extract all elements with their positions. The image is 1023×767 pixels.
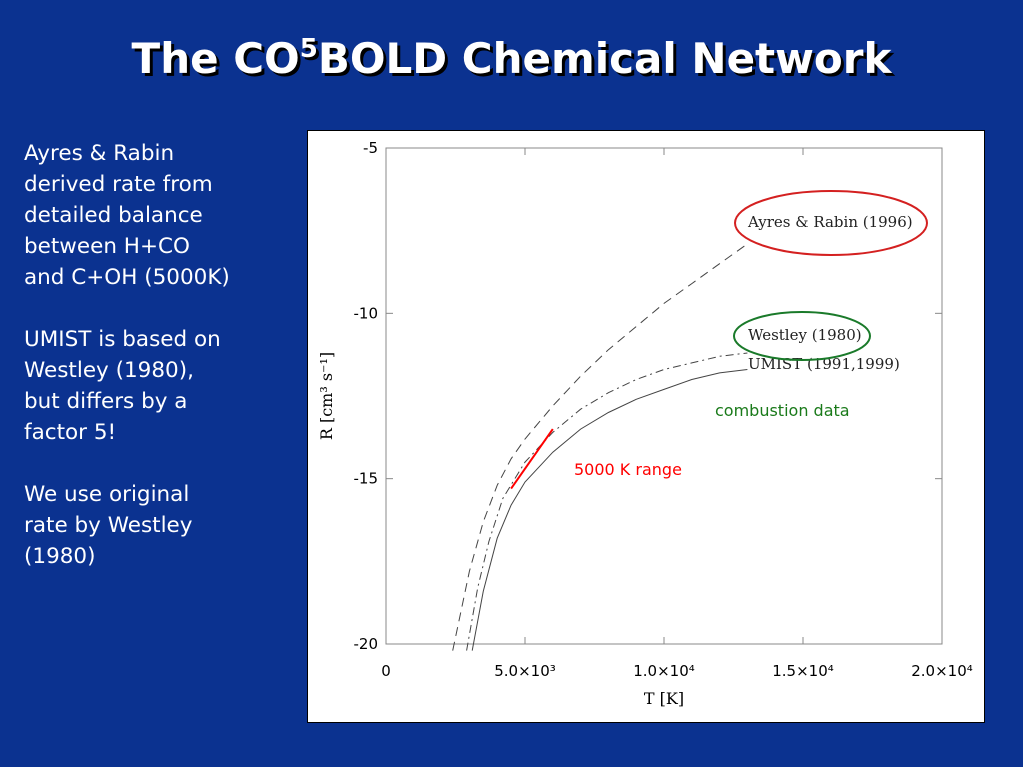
x-tick-label: 5.0×10³ (494, 662, 556, 680)
x-tick-label: 1.5×10⁴ (772, 662, 834, 680)
y-axis-title: R [cm³ s⁻¹] (317, 352, 336, 440)
x-tick-label: 0 (381, 662, 391, 680)
legend-ayres-rabin: Ayres & Rabin (1996) (747, 213, 913, 231)
x-tick-label: 1.0×10⁴ (633, 662, 695, 680)
y-tick-label: -15 (354, 470, 379, 488)
westley-highlight-ellipse (733, 311, 871, 361)
x-axis-title: T [K] (644, 689, 684, 708)
y-tick-label: -5 (363, 139, 378, 157)
ayres-rabin-highlight-ellipse (734, 190, 928, 256)
slide-body-text: Ayres & Rabin derived rate from detailed… (24, 138, 294, 603)
range-5000k-label: 5000 K range (574, 460, 682, 479)
chart-frame: 0 5.0×10³ 1.0×10⁴ 1.5×10⁴ 2.0×10⁴ -20 -15 -10 -5… (307, 130, 985, 723)
combustion-data-label: combustion data (715, 401, 850, 420)
y-tick-label: -20 (354, 635, 379, 653)
legend-westley: Westley (1980) (748, 326, 862, 344)
range-5000k-marker (510, 428, 554, 490)
x-tick-label: 2.0×10⁴ (911, 662, 973, 680)
paragraph-westley: We use original rate by Westley (1980) (24, 482, 193, 569)
rate-chart: 0 5.0×10³ 1.0×10⁴ 1.5×10⁴ 2.0×10⁴ -20 -15 -10 -5… (317, 139, 973, 708)
paragraph-ayres-rabin: Ayres & Rabin derived rate from detailed… (24, 141, 230, 290)
series-westley (466, 352, 748, 651)
paragraph-umist: UMIST is based on Westley (1980), but di… (24, 327, 221, 445)
series-ayres-rabin (452, 243, 748, 651)
slide-title: The CO5BOLD Chemical Network (131, 34, 892, 83)
y-tick-label: -10 (354, 304, 379, 322)
series-umist (471, 369, 748, 651)
